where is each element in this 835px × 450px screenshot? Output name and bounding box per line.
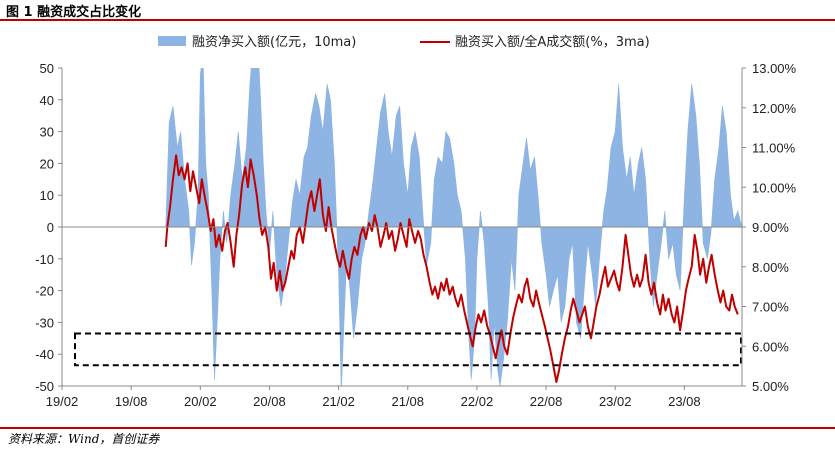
axes (61, 68, 743, 387)
x-tick-label: 19/08 (115, 394, 148, 409)
bottom-rule (0, 427, 835, 429)
right-tick-label: 11.00% (752, 141, 796, 156)
legend-bar-swatch (158, 36, 186, 46)
x-tick-label: 21/08 (391, 394, 424, 409)
left-tick-label: 0 (47, 220, 54, 235)
left-tick-label: -50 (35, 379, 54, 394)
ratio-line-series (164, 154, 739, 383)
left-tick-label: 40 (40, 93, 54, 108)
left-tick-label: 30 (40, 125, 54, 140)
x-tick-label: 23/08 (668, 394, 701, 409)
right-tick-label: 7.00% (752, 300, 789, 315)
right-tick-label: 5.00% (752, 379, 789, 394)
dashed-box (74, 332, 742, 367)
ratio-line (164, 154, 739, 383)
dashed-highlight-box (74, 332, 742, 367)
right-tick-label: 13.00% (752, 61, 797, 76)
right-tick-label: 6.00% (752, 339, 789, 354)
x-axis-ticks: 19/02 19/08 20/02 20/08 21/02 21/08 22/02 22/08… (46, 386, 701, 409)
right-tick-label: 12.00% (752, 101, 797, 116)
legend-line-label: 融资买入额/全A成交额(%，3ma) (455, 34, 650, 50)
source-note: 资料来源：Wind，首创证券 (8, 432, 160, 446)
left-tick-label: 50 (40, 61, 54, 76)
figure-title: 图 1 融资成交占比变化 (6, 5, 142, 20)
right-axis-ticks: 13.00% 12.00% 11.00% 10.00% 9.00% 8.00% 7.00% 6… (742, 61, 797, 394)
x-tick-label: 19/02 (46, 394, 79, 409)
left-tick-label: -40 (35, 347, 54, 362)
chart: 融资净买入额(亿元，10ma) 融资买入额/全A成交额(%，3ma) 50 40 3… (35, 34, 797, 409)
left-tick-label: -10 (35, 252, 54, 267)
legend-bar-label: 融资净买入额(亿元，10ma) (192, 35, 356, 50)
x-tick-label: 22/08 (530, 394, 563, 409)
right-tick-label: 9.00% (752, 220, 789, 235)
x-tick-label: 20/08 (253, 394, 286, 409)
legend: 融资净买入额(亿元，10ma) 融资买入额/全A成交额(%，3ma) (158, 34, 650, 50)
right-tick-label: 8.00% (752, 260, 789, 275)
x-tick-label: 23/02 (599, 394, 632, 409)
left-tick-label: 20 (40, 156, 54, 171)
right-tick-label: 10.00% (752, 180, 797, 195)
net-buy-area (165, 68, 742, 386)
left-tick-label: -30 (35, 315, 54, 330)
x-tick-label: 20/02 (184, 394, 217, 409)
x-tick-label: 21/02 (322, 394, 355, 409)
left-axis-ticks: 50 40 30 20 10 0 -10 -20 -30 -40 -50 (35, 61, 62, 394)
left-tick-label: 10 (40, 188, 54, 203)
net-buy-area-series (165, 68, 742, 386)
x-tick-label: 22/02 (461, 394, 494, 409)
top-rule (0, 19, 835, 21)
left-tick-label: -20 (35, 284, 54, 299)
